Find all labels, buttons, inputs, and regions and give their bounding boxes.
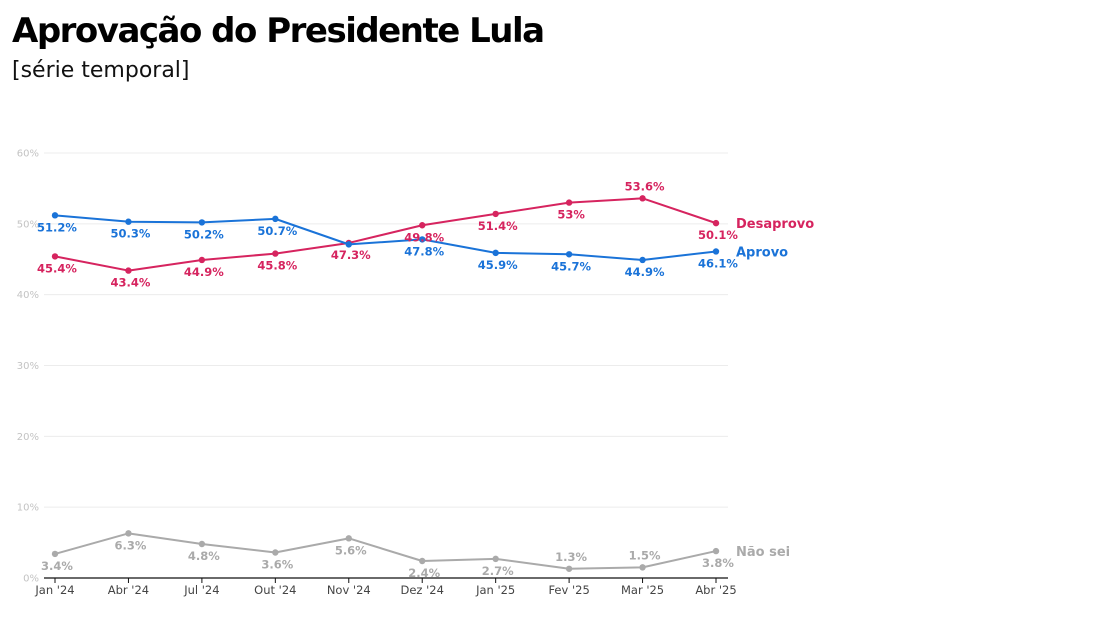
chart-title: Aprovação do Presidente Lula [12, 11, 545, 51]
data-label: 43.4% [110, 276, 150, 290]
data-point [639, 564, 646, 571]
data-point [125, 218, 132, 225]
series-line-n-o-sei [54, 532, 717, 570]
data-label: 47.8% [404, 244, 444, 258]
y-tick-label: 30% [17, 361, 39, 372]
data-label: 51.2% [37, 220, 77, 234]
data-point [125, 267, 132, 274]
series-line-aprovo [54, 214, 717, 261]
data-labels: 45.4% 43.4% 44.9% 45.8% 47.3% 49.8% 51.4% 53% 53… [37, 179, 814, 580]
data-point [565, 251, 573, 258]
data-point [198, 256, 206, 264]
data-label: 50.2% [184, 227, 224, 241]
data-point [198, 540, 206, 548]
data-label: 5.6% [335, 543, 367, 557]
data-point [639, 256, 646, 264]
data-label: 2.7% [482, 564, 514, 578]
series-label: Não sei [736, 545, 790, 560]
data-label: 53.6% [625, 179, 665, 193]
data-point [712, 219, 720, 227]
grid-lines: 0% 10% 20% 30% 40% 50% 60% [17, 149, 728, 585]
y-tick-label: 10% [17, 503, 39, 514]
series-line-desaprovo [54, 197, 717, 272]
data-point [712, 248, 720, 255]
data-point [345, 241, 352, 248]
data-label: 3.6% [261, 558, 293, 572]
x-tick-label: Jan '25 [475, 583, 515, 597]
data-point [272, 549, 279, 556]
data-point [419, 557, 426, 565]
data-label: 50.3% [110, 227, 150, 241]
x-tick-label: Dez '24 [401, 583, 444, 597]
data-point [198, 219, 206, 226]
data-point [712, 547, 720, 555]
data-point [639, 195, 646, 202]
data-label: 2.4% [408, 566, 440, 580]
data-point [492, 249, 499, 257]
data-point [272, 250, 279, 257]
data-point [51, 550, 59, 558]
data-label: 3.4% [41, 559, 73, 573]
data-point [492, 210, 499, 218]
data-label: 45.4% [37, 261, 77, 275]
data-label: 6.3% [114, 538, 146, 552]
data-point [565, 199, 573, 206]
data-label: 49.8% [404, 230, 444, 244]
data-label: 45.9% [478, 258, 518, 272]
data-label: 50.1% [698, 228, 738, 242]
y-tick-label: 60% [17, 149, 39, 160]
data-point [272, 215, 279, 223]
data-point [51, 212, 59, 219]
y-tick-label: 40% [17, 290, 39, 301]
x-tick-label: Jan '24 [34, 583, 74, 597]
x-tick-label: Fev '25 [548, 583, 589, 597]
x-tick-label: Jul '24 [183, 583, 219, 597]
data-label: 1.5% [629, 548, 661, 562]
x-tick-label: Out '24 [254, 583, 296, 597]
chart-subtitle: [série temporal] [12, 58, 190, 83]
data-point [125, 530, 132, 537]
x-tick-label: Nov '24 [327, 583, 371, 597]
series-label: Aprovo [736, 245, 788, 260]
data-label: 53% [557, 208, 585, 222]
data-label: 50.7% [257, 224, 297, 238]
data-label: 4.8% [188, 549, 220, 563]
x-tick-label: Mar '25 [621, 583, 664, 597]
data-point [419, 222, 426, 229]
series-lines [51, 195, 720, 572]
data-label: 44.9% [625, 265, 665, 279]
y-tick-label: 50% [17, 219, 39, 230]
data-point [419, 236, 426, 243]
x-tick-label: Abr '24 [108, 583, 149, 597]
data-label: 46.1% [698, 256, 738, 270]
data-label: 3.8% [702, 556, 734, 570]
data-point [51, 253, 59, 260]
data-label: 1.3% [555, 550, 587, 564]
data-label: 47.3% [331, 248, 371, 262]
x-tick-label: Abr '25 [695, 583, 736, 597]
series-label: Desaprovo [736, 217, 814, 232]
data-label: 44.9% [184, 265, 224, 279]
data-label: 51.4% [478, 219, 518, 233]
data-label: 45.8% [257, 259, 297, 273]
y-tick-label: 0% [23, 574, 39, 585]
data-point [345, 535, 352, 542]
data-point [565, 565, 573, 572]
y-tick-label: 20% [17, 432, 39, 443]
data-label: 45.7% [551, 259, 591, 273]
data-point [492, 555, 499, 563]
x-axis: Jan '24 Abr '24 Jul '24 Out '24 Nov '24 Dez '… [34, 577, 737, 597]
